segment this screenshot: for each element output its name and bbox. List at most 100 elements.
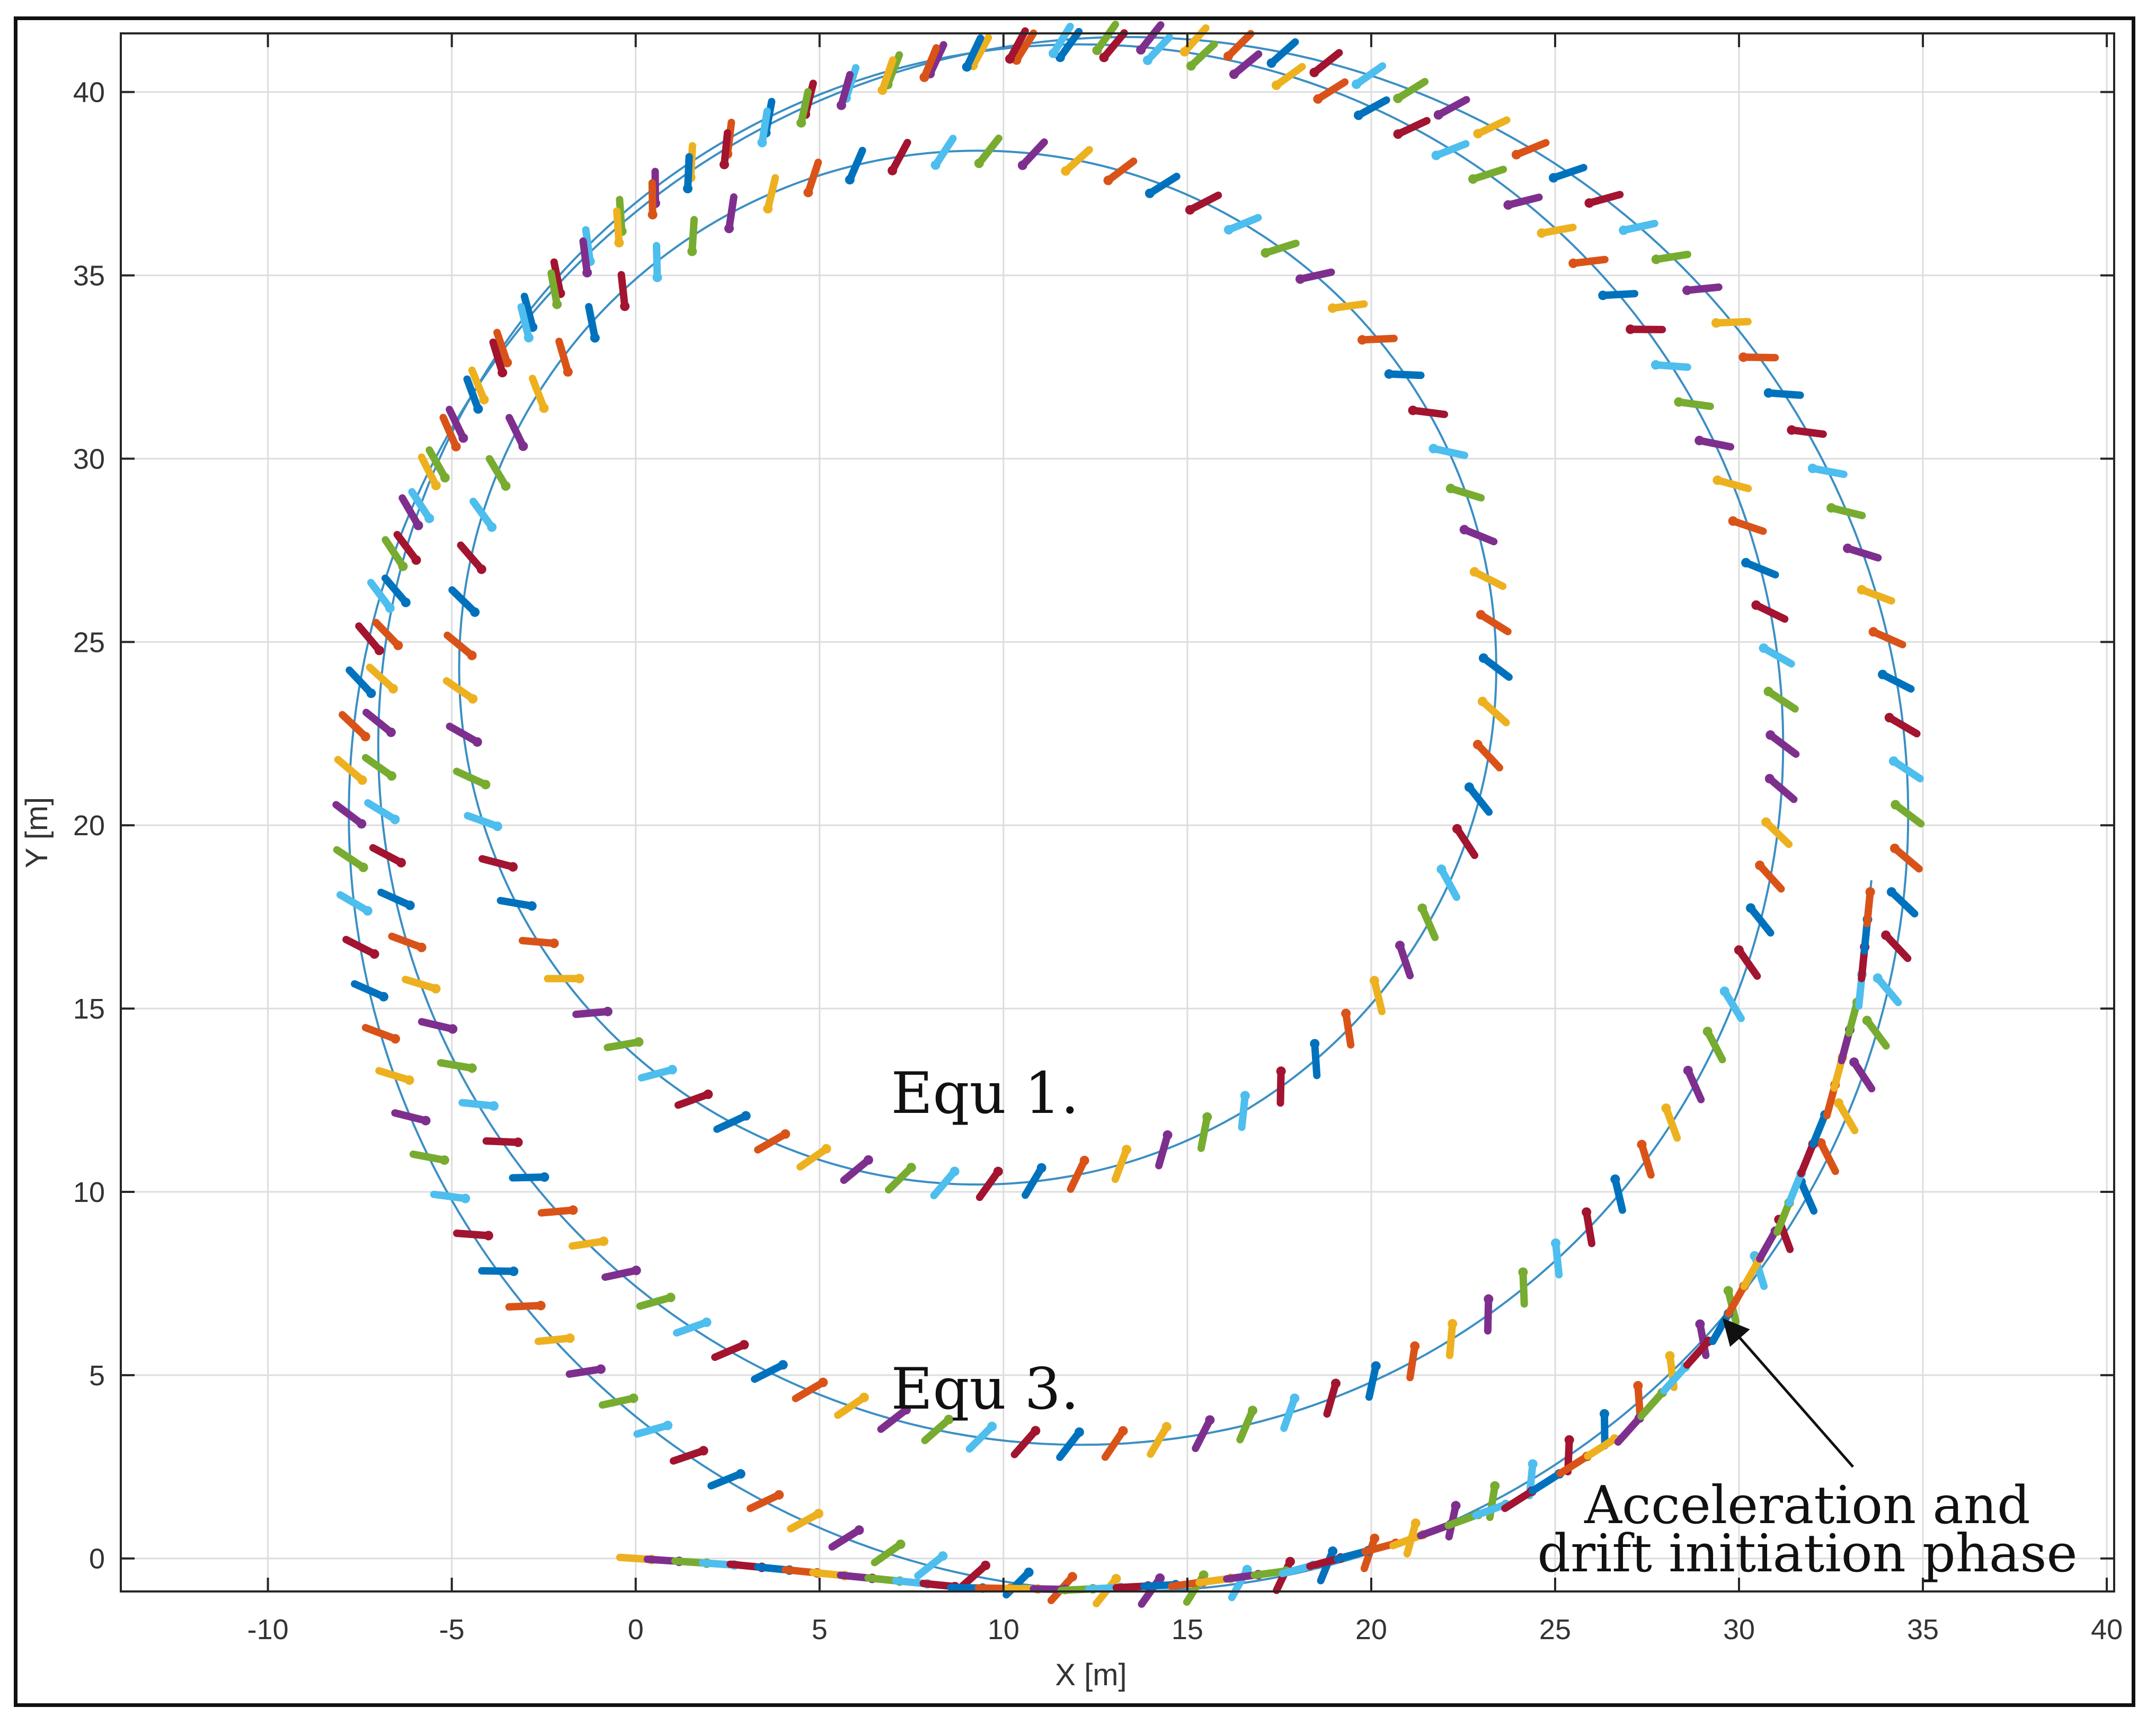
- vehicle-marker-head: [1787, 425, 1797, 435]
- vehicle-marker-head: [518, 441, 528, 452]
- vehicle-marker: [1675, 398, 1714, 410]
- vehicle-marker-head: [1661, 1103, 1671, 1113]
- vehicle-marker: [518, 936, 558, 947]
- vehicle-marker: [758, 107, 771, 147]
- vehicle-marker-head: [1695, 1319, 1705, 1329]
- vehicle-marker: [792, 1378, 827, 1402]
- vehicle-marker: [1394, 78, 1429, 102]
- vehicle-marker-head: [1633, 1381, 1643, 1391]
- vehicle-marker-head: [549, 938, 559, 948]
- vehicle-marker: [711, 1341, 748, 1361]
- vehicle-marker: [1143, 33, 1174, 64]
- vehicle-marker-head: [1357, 335, 1367, 345]
- vehicle-marker-head: [413, 520, 423, 530]
- vehicle-marker: [469, 498, 496, 531]
- vehicle-marker: [920, 44, 941, 81]
- vehicle-marker-head: [1017, 160, 1027, 170]
- vehicle-marker-head: [1610, 1174, 1620, 1184]
- vehicle-marker-head: [362, 906, 372, 916]
- vehicle-marker-head: [527, 901, 537, 911]
- vehicle-marker: [1409, 406, 1449, 418]
- vehicle-marker-head: [1436, 864, 1447, 874]
- vehicle-marker: [1472, 1500, 1510, 1519]
- vehicle-marker-head: [859, 1392, 869, 1402]
- vehicle-marker-head: [1266, 58, 1276, 68]
- vehicle-marker-head: [451, 441, 461, 452]
- vehicle-marker: [1147, 1423, 1170, 1458]
- vehicle-marker: [1552, 1239, 1563, 1279]
- plot-area-border: [120, 32, 2115, 1593]
- vehicle-marker-head: [1136, 45, 1146, 55]
- vehicle-marker: [648, 179, 656, 219]
- vehicle-marker: [418, 1018, 457, 1033]
- vehicle-marker-head: [1719, 986, 1729, 996]
- vehicle-marker-head: [1503, 200, 1513, 210]
- vehicle-marker-head: [836, 100, 846, 110]
- vehicle-marker: [1600, 1410, 1609, 1449]
- vehicle-marker-head: [492, 821, 502, 831]
- vehicle-marker: [1432, 140, 1470, 160]
- vehicle-marker: [914, 1552, 947, 1580]
- vehicle-marker: [1445, 1320, 1457, 1359]
- vehicle-marker-head: [774, 1490, 784, 1500]
- vehicle-marker: [1310, 49, 1343, 76]
- vehicle-marker-head: [938, 1551, 948, 1561]
- vehicle-marker: [751, 1361, 787, 1383]
- vehicle-marker-head: [698, 1446, 708, 1456]
- vehicle-marker-head: [919, 72, 929, 82]
- vehicle-marker: [1660, 1363, 1689, 1395]
- vehicle-marker-head: [1341, 1009, 1351, 1019]
- vehicle-marker-head: [404, 1075, 414, 1085]
- vehicle-marker-head: [1619, 225, 1629, 235]
- vehicle-marker-head: [1079, 1155, 1089, 1165]
- vehicle-marker-head: [393, 640, 403, 650]
- vehicle-marker-head: [1728, 516, 1738, 526]
- vehicle-marker-head: [574, 974, 584, 984]
- vehicle-marker: [1614, 1414, 1643, 1446]
- vehicle-marker-head: [1431, 151, 1441, 161]
- axes-layer: -10 -5 0 5 10 15 20 25 30 35 40 0 5 10 15 20 25 30 35 40: [73, 32, 2123, 1646]
- path-layer: [348, 36, 1910, 1593]
- vehicle-marker-head: [981, 1560, 991, 1570]
- vehicle-marker-head: [1843, 543, 1853, 553]
- vehicle-marker: [1735, 946, 1761, 980]
- vehicle-marker: [1460, 526, 1498, 545]
- vehicle-marker-head: [431, 481, 441, 491]
- vehicle-marker-head: [1626, 324, 1636, 334]
- vehicle-marker-head: [401, 597, 411, 607]
- vehicle-marker: [339, 711, 369, 740]
- vehicle-marker: [485, 455, 510, 490]
- vehicle-marker: [969, 33, 992, 69]
- vehicle-marker-head: [498, 368, 508, 378]
- vehicle-marker-head: [631, 1266, 641, 1276]
- vehicle-marker-head: [1518, 1267, 1528, 1277]
- vehicle-marker-head: [473, 404, 483, 414]
- vehicle-marker: [579, 237, 591, 277]
- vehicle-marker: [361, 1024, 400, 1043]
- vehicle-marker: [1519, 1268, 1528, 1308]
- vehicle-marker-head: [1352, 79, 1362, 89]
- vehicle-marker-head: [502, 358, 512, 368]
- vehicle-marker-head: [1884, 713, 1894, 723]
- vehicle-marker-head: [763, 204, 773, 214]
- vehicle-marker: [926, 41, 947, 77]
- vehicle-marker: [534, 1334, 574, 1346]
- vehicle-marker-head: [467, 650, 477, 660]
- vehicle-marker: [975, 134, 1002, 167]
- vehicle-marker: [1280, 1394, 1299, 1432]
- vehicle-marker-head: [1371, 1361, 1381, 1371]
- vehicle-marker: [468, 366, 488, 404]
- vehicle-marker: [1569, 255, 1609, 267]
- vehicle-marker: [633, 1421, 672, 1438]
- vehicle-marker-head: [539, 1172, 549, 1182]
- vehicle-marker: [598, 1394, 637, 1409]
- vehicle-marker: [1585, 191, 1624, 207]
- vehicle-marker-head: [357, 775, 367, 785]
- vehicle-marker: [493, 329, 511, 367]
- vehicle-marker-head: [1763, 388, 1773, 398]
- vehicle-marker: [1225, 30, 1255, 60]
- vehicle-marker: [834, 1393, 868, 1419]
- vehicle-marker-head: [944, 1414, 954, 1425]
- vehicle-marker: [453, 1229, 492, 1240]
- vehicle-marker-head: [1155, 1573, 1165, 1583]
